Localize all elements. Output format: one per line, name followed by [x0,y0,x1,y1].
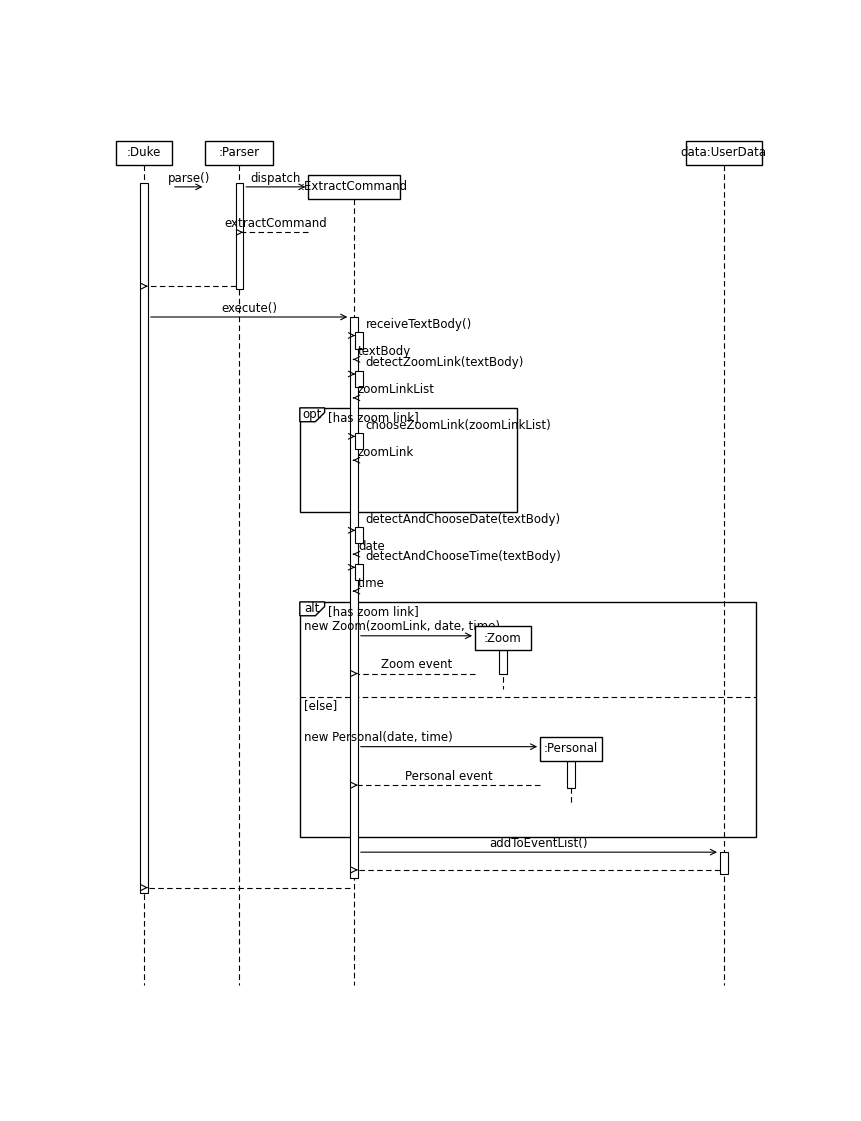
Text: Personal event: Personal event [406,770,492,782]
Bar [685,140,762,165]
Bar [116,140,172,165]
Bar [355,333,362,349]
Text: detectAndChooseDate(textBody): detectAndChooseDate(textBody) [366,512,561,526]
Text: execute(): execute() [221,302,277,315]
Text: :ExtractCommand: :ExtractCommand [300,180,407,194]
Text: :Parser: :Parser [219,147,260,159]
Text: addToEventList(): addToEventList() [490,837,588,850]
Bar [300,408,517,512]
Text: alt: alt [305,602,320,615]
Bar [140,183,148,893]
Bar [355,371,362,387]
Bar [355,564,362,581]
Bar [499,650,507,674]
Text: extractCommand: extractCommand [225,217,327,230]
Bar [720,852,728,873]
Text: textBody: textBody [358,345,412,358]
Text: :Zoom: :Zoom [484,631,522,645]
Bar [308,175,400,200]
Text: :Duke: :Duke [127,147,161,159]
Text: time: time [358,576,385,590]
Bar [355,434,362,450]
Text: new Personal(date, time): new Personal(date, time) [304,731,452,744]
Bar [205,140,274,165]
Text: [has zoom link]: [has zoom link] [328,604,418,618]
Text: [has zoom link]: [has zoom link] [328,410,418,424]
Bar [567,761,575,788]
Polygon shape [300,602,325,615]
Text: detectZoomLink(textBody): detectZoomLink(textBody) [366,356,524,370]
Text: chooseZoomLink(zoomLinkList): chooseZoomLink(zoomLinkList) [366,419,551,432]
Text: :Personal: :Personal [544,742,598,756]
Text: parse(): parse() [167,172,210,185]
Text: zoomLinkList: zoomLinkList [358,383,435,397]
Text: date: date [358,539,385,553]
Bar [475,626,530,650]
Polygon shape [300,408,325,421]
Text: opt: opt [302,408,322,421]
Text: detectAndChooseTime(textBody): detectAndChooseTime(textBody) [366,549,561,563]
Bar [236,183,244,288]
Text: dispatch: dispatch [251,172,301,185]
Text: Zoom event: Zoom event [381,658,452,671]
Text: new Zoom(zoomLink, date, time): new Zoom(zoomLink, date, time) [304,621,499,633]
Bar [300,602,756,836]
Text: data:UserData: data:UserData [681,147,767,159]
Bar [355,527,362,544]
Text: [else]: [else] [304,700,337,712]
Bar [350,317,358,878]
Text: zoomLink: zoomLink [358,446,414,458]
Text: receiveTextBody(): receiveTextBody() [366,318,472,331]
Bar [540,736,602,761]
